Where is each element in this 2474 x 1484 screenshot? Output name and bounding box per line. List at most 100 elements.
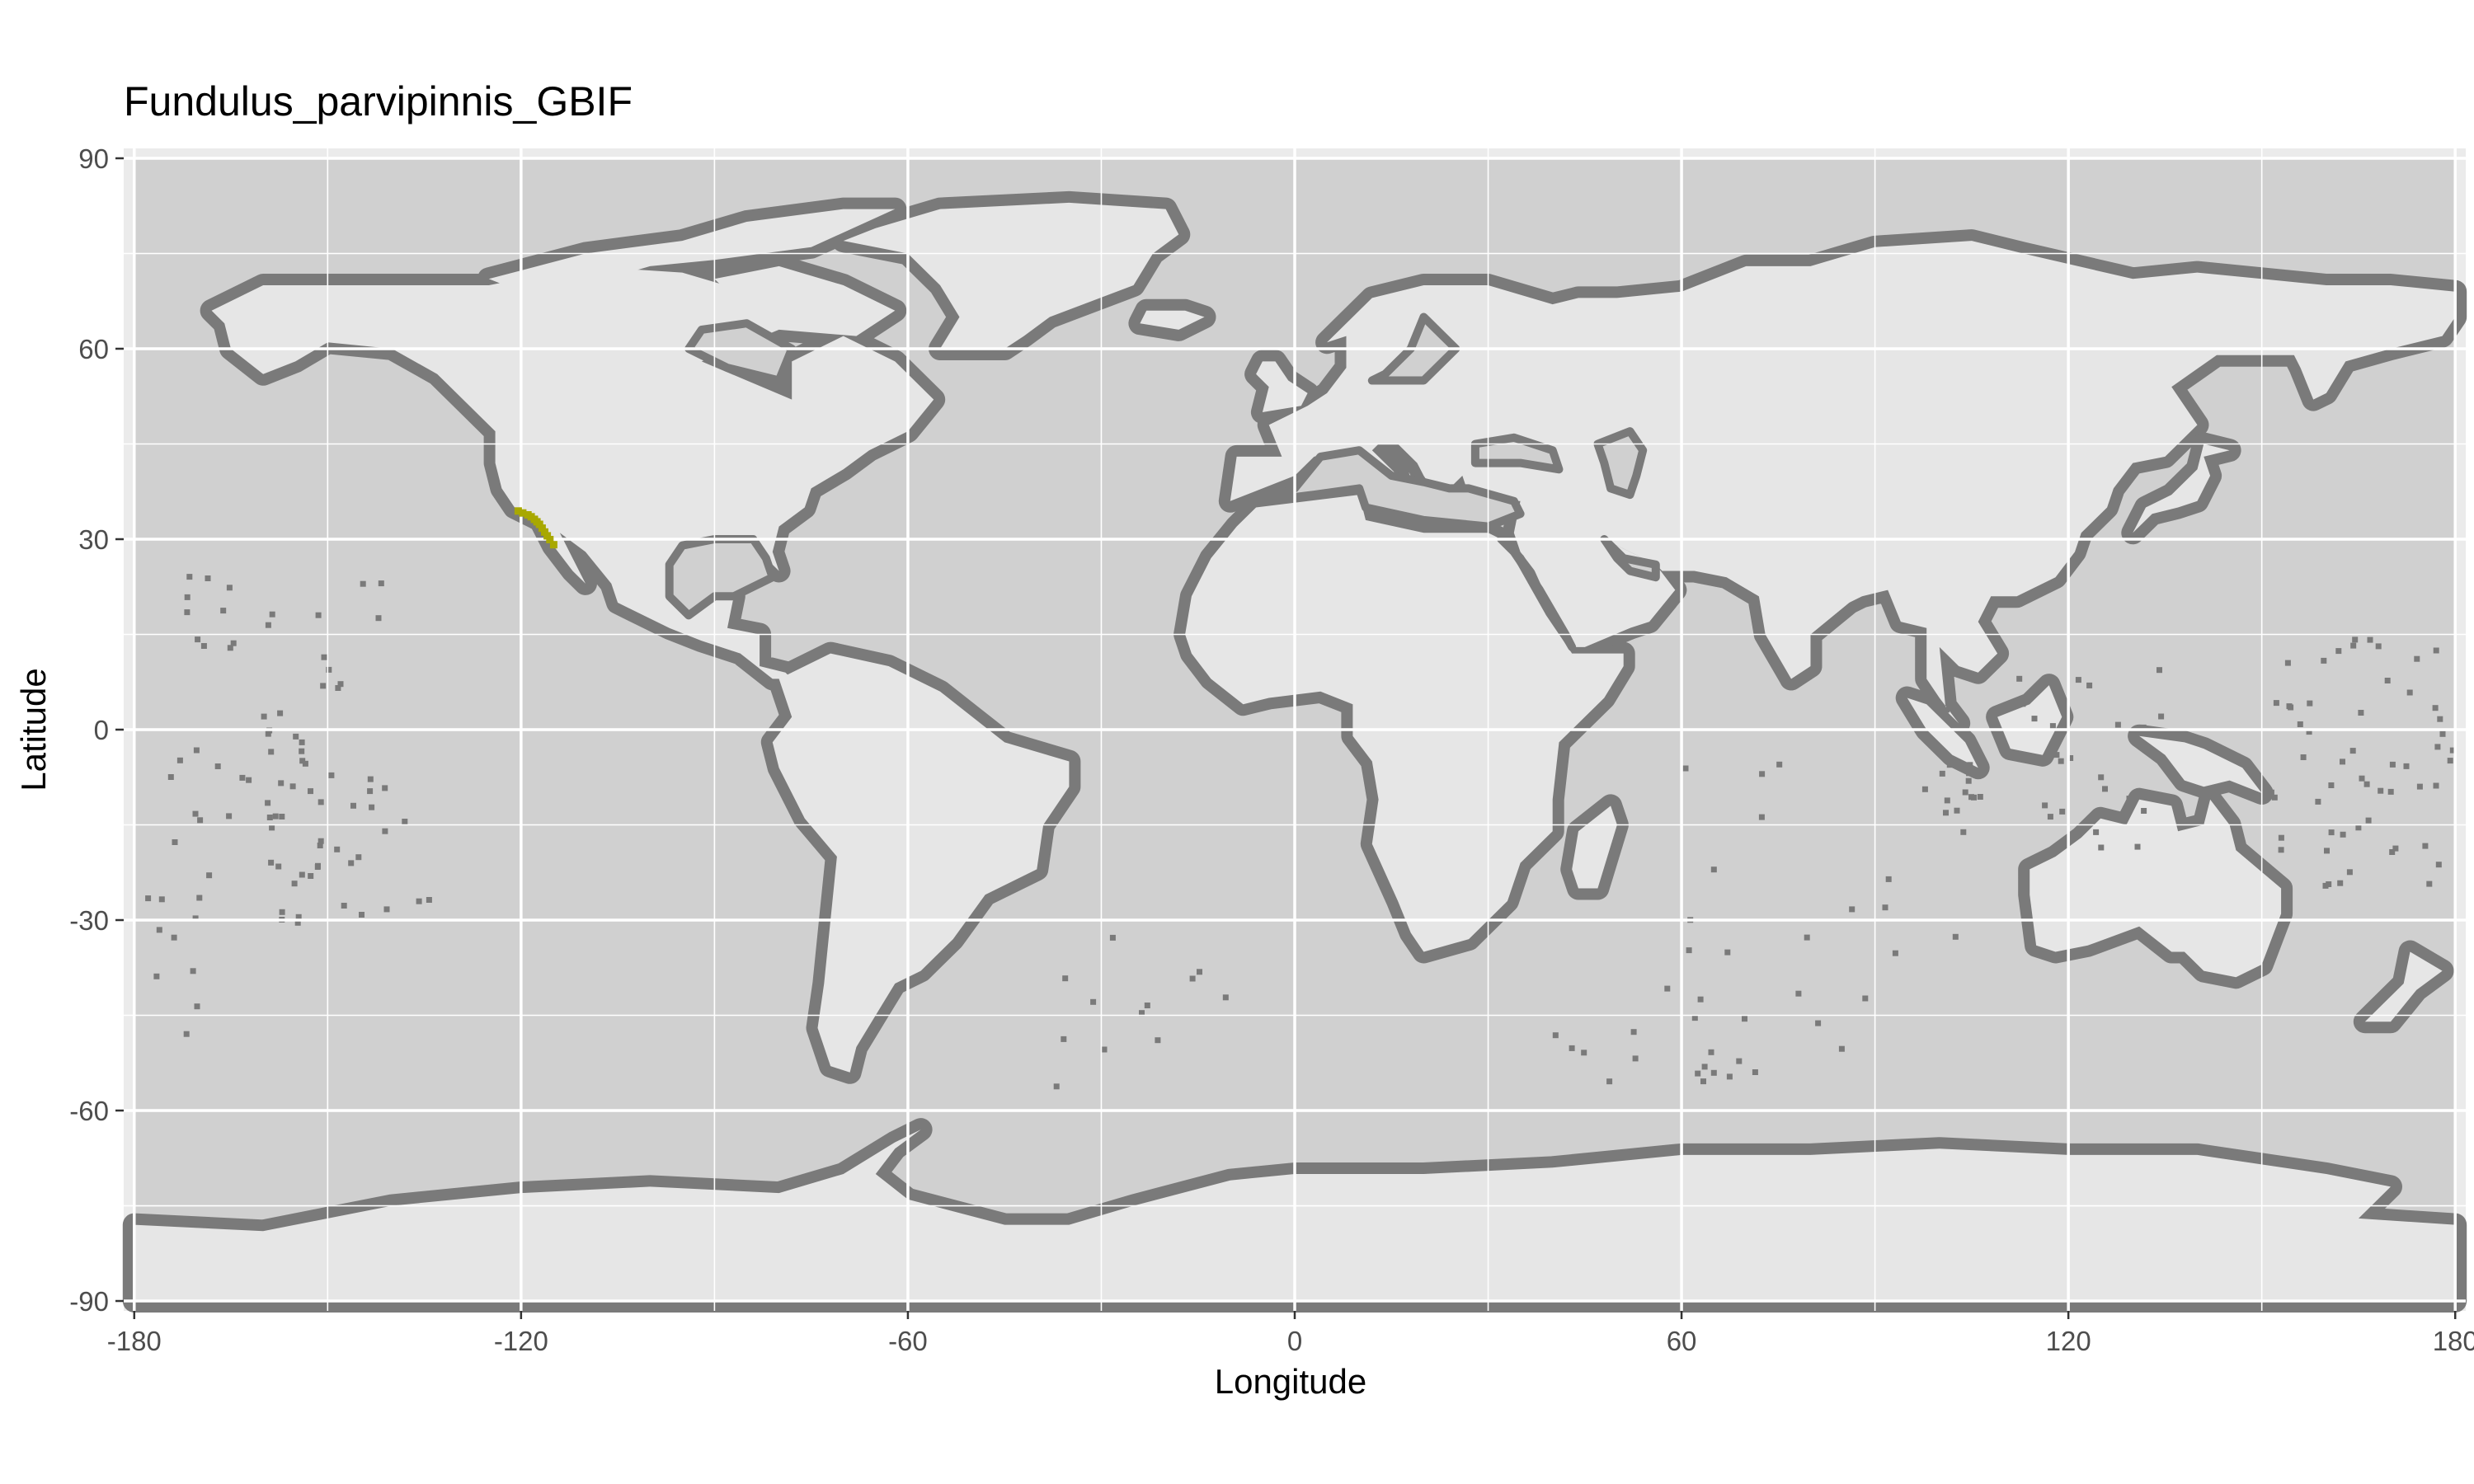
shelf-dot (2389, 849, 2396, 855)
shelf-dot (1691, 1015, 1698, 1021)
persian-gulf (1600, 535, 1660, 582)
shelf-dot (1965, 777, 1972, 784)
shelf-dot (268, 749, 275, 755)
shelf-dot (328, 772, 335, 778)
shelf-dot (1921, 786, 1928, 792)
gulf-of-mexico (665, 535, 777, 620)
shelf-dot (2114, 721, 2121, 728)
occurrence-layer (514, 507, 557, 549)
shelf-dot (2042, 802, 2048, 809)
y-tick-label: -60 (69, 1096, 109, 1126)
shelf-dot (2432, 705, 2439, 711)
shelf-dot (1061, 1036, 1067, 1042)
shelf-dot (176, 757, 183, 763)
shelf-dot (2422, 843, 2429, 849)
land-australia (2030, 799, 2282, 978)
shelf-dot (369, 804, 375, 810)
shelf-dot (2326, 881, 2332, 887)
shelf-dot (2433, 647, 2439, 654)
shelf-dot (277, 710, 284, 716)
shelf-dot (2169, 728, 2175, 735)
land-greenland (843, 202, 1179, 349)
occurrence-point (538, 524, 546, 533)
shelf-dot (1759, 771, 1766, 777)
shelf-dot (200, 643, 207, 649)
shelf-dot (2363, 781, 2370, 787)
shelf-dot (2273, 700, 2279, 707)
shelf-dot (2389, 761, 2396, 768)
x-axis-label: Longitude (1215, 1362, 1367, 1401)
shelf-dot (334, 846, 341, 852)
shelf-dot (172, 839, 178, 845)
shelf-dot (167, 774, 174, 780)
shelf-dot (265, 800, 271, 806)
shelf-dot (2098, 844, 2105, 851)
shelf-dot (239, 774, 246, 781)
shelf-dot (1695, 1070, 1701, 1077)
shelf-dot (2157, 667, 2162, 674)
shelf-dot (359, 912, 365, 918)
shelf-dot (1710, 866, 1717, 873)
shelf-dot (367, 788, 374, 795)
shelf-dot (294, 919, 301, 926)
shelf-dot (299, 739, 305, 745)
shelf-dot (2102, 786, 2108, 792)
shelf-dot (2098, 774, 2105, 781)
shelf-dot (1991, 717, 1997, 724)
shelf-dot (308, 788, 313, 795)
grid-layer (124, 148, 2466, 1311)
shelf-dot (2426, 881, 2433, 887)
shelf-dot (1552, 1032, 1559, 1039)
land-canadian-arctic (488, 209, 896, 292)
shelf-dot (1776, 761, 1783, 768)
shelf-dot (350, 802, 356, 809)
shelf-dot (1632, 1055, 1639, 1062)
shelf-dot (2086, 682, 2093, 688)
shelf-dot (348, 860, 355, 866)
shelf-dot (1758, 814, 1765, 820)
shelf-dot (230, 640, 237, 646)
shelf-dot (1090, 998, 1097, 1005)
shelf-dot (227, 645, 233, 651)
shelf-dot (2134, 843, 2141, 850)
shelf-dot (2328, 829, 2335, 836)
shelf-dot (367, 776, 374, 782)
shelf-dot (1664, 985, 1671, 992)
shelf-dot (382, 785, 388, 791)
shelf-dot (1701, 1064, 1708, 1070)
shelf-dot (2059, 808, 2066, 815)
shelf-dot (1882, 904, 1888, 911)
shelf-dot (279, 909, 285, 915)
shelf-dot (1962, 789, 1968, 796)
shelf-dot (2300, 754, 2307, 760)
mediterranean-sea (1258, 446, 1525, 531)
shelf-dot (279, 814, 285, 819)
shelf-dot (355, 854, 362, 861)
shelf-dot (2352, 636, 2359, 643)
shelf-dot (1952, 933, 1959, 940)
shelf-dot (2340, 831, 2346, 838)
shelf-dot (337, 681, 344, 688)
shelf-dot (2414, 655, 2420, 662)
shelf-dot (1944, 707, 1950, 713)
land-eurasia (1230, 241, 2456, 724)
shelf-dot (2141, 808, 2147, 814)
shelf-dot (2053, 752, 2060, 758)
shelf-dot (153, 973, 160, 979)
shelf-dot (197, 817, 204, 824)
shelf-dot (1222, 994, 1229, 1001)
shelf-dot (289, 783, 296, 790)
shelf-dot (375, 615, 382, 622)
shelf-dot (2337, 880, 2344, 886)
shelf-dot (269, 824, 275, 831)
shelf-dot (226, 585, 233, 591)
shelf-dot (315, 612, 322, 618)
shelf-dot (2434, 744, 2441, 750)
occurrence-point (543, 532, 552, 540)
shelf-dot (193, 747, 200, 754)
shelf-dots (145, 574, 2456, 1090)
occurrence-point (541, 528, 548, 536)
shelf-dot (2449, 747, 2456, 754)
shelf-dot (2278, 834, 2284, 841)
